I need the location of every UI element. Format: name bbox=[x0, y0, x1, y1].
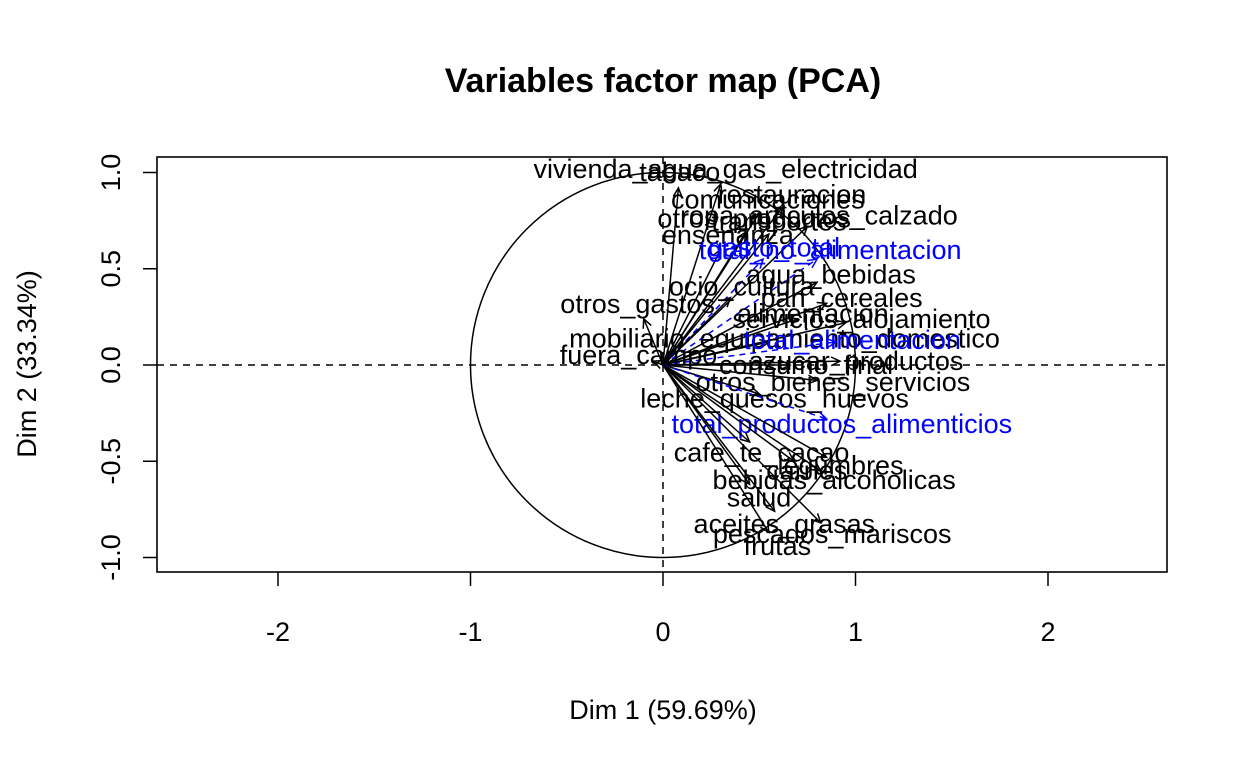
variable-arrow bbox=[662, 341, 770, 366]
variable-label: servicios_alojamiento bbox=[732, 304, 990, 334]
variable-arrowhead bbox=[807, 258, 819, 269]
variable-label: bebidas_alcoholicas bbox=[713, 465, 956, 495]
variable-label: otros_productos bbox=[657, 204, 851, 234]
x-tick-label: -2 bbox=[266, 617, 290, 647]
variable-arrowhead bbox=[787, 316, 800, 327]
variable-arrowhead bbox=[759, 522, 770, 534]
x-tick-label: 0 bbox=[655, 617, 670, 647]
variable-label: aceites_grasas bbox=[694, 509, 876, 539]
y-axis-label: Dim 2 (33.34%) bbox=[12, 270, 42, 458]
variable-arrow bbox=[662, 302, 827, 366]
variable-arrowhead bbox=[780, 359, 792, 371]
variable-label: ropa_articulos_calzado bbox=[680, 200, 958, 230]
variable-label: restauracion bbox=[718, 179, 867, 209]
y-tick-label: -1.0 bbox=[96, 534, 126, 581]
variable-arrow bbox=[662, 364, 818, 382]
variable-arrow bbox=[662, 364, 776, 512]
variable-arrow bbox=[662, 249, 722, 366]
variable-arrow bbox=[643, 318, 664, 366]
variable-label: pan_cereales bbox=[761, 283, 923, 313]
plot-area: -2 -1 0 1 2 -1.0 -0.5 0.0 0.5 1.0 vivienda_agua_ga… bbox=[96, 154, 1168, 647]
variable-arrowhead bbox=[797, 225, 809, 237]
variable-label: gasto_total bbox=[708, 232, 840, 262]
variable-label: otros_gastos bbox=[560, 289, 715, 319]
y-tick-label: 0.0 bbox=[96, 346, 126, 384]
variable-arrowhead bbox=[759, 232, 770, 245]
variable-arrowhead bbox=[749, 386, 761, 397]
variable-arrowhead bbox=[811, 513, 823, 525]
variable-arrowhead bbox=[783, 452, 796, 463]
variable-arrow bbox=[662, 187, 680, 366]
variable-arrowhead bbox=[807, 374, 819, 385]
variable-arrowhead bbox=[816, 301, 829, 312]
variable-label: pescados_mariscos bbox=[713, 519, 952, 549]
variable-arrow bbox=[662, 206, 783, 366]
variable-arrow bbox=[662, 364, 822, 524]
variable-arrow bbox=[662, 258, 818, 366]
variable-arrow bbox=[662, 233, 770, 366]
variable-arrowhead bbox=[651, 359, 664, 370]
variable-label: ensenanza bbox=[662, 220, 795, 250]
variable-arrow bbox=[662, 364, 827, 420]
variable-arrowhead bbox=[750, 211, 761, 223]
variable-arrow bbox=[662, 364, 770, 533]
variable-arrow bbox=[662, 364, 795, 462]
variable-label: consumo_final bbox=[719, 350, 893, 380]
variable-arrow bbox=[662, 341, 837, 366]
variable-label: alimentacion bbox=[737, 299, 889, 329]
variable-arrow bbox=[662, 364, 751, 443]
variable-arrowhead bbox=[835, 319, 848, 330]
y-tick-label: 1.0 bbox=[96, 154, 126, 192]
variable-label: transportes bbox=[711, 207, 846, 237]
variable-arrowhead bbox=[739, 432, 751, 444]
variable-arrow bbox=[662, 281, 818, 366]
variable-label: salud bbox=[727, 482, 792, 512]
variable-label: comunicaciones bbox=[671, 184, 865, 214]
y-tick-label: -0.5 bbox=[96, 438, 126, 485]
correlation-circle bbox=[469, 171, 857, 559]
variable-label: azucar_productos bbox=[749, 346, 964, 376]
variable-arrowhead bbox=[773, 205, 784, 218]
variable-label: vivienda_agua_gas_electricidad bbox=[533, 154, 917, 184]
variable-label: agua_bebidas bbox=[746, 260, 916, 290]
variable-label: total_no_alimentacion bbox=[699, 235, 962, 265]
variable-arrowhead bbox=[816, 411, 829, 421]
x-axis-label: Dim 1 (59.69%) bbox=[569, 695, 757, 725]
variable-label: frutas bbox=[744, 531, 812, 561]
variable-arrow bbox=[653, 360, 664, 366]
variable-arrow bbox=[662, 318, 798, 366]
variable-arrowhead bbox=[713, 182, 723, 195]
x-tick-label: 1 bbox=[848, 617, 863, 647]
variable-arrowhead bbox=[736, 230, 747, 243]
variable-arrowhead bbox=[806, 281, 819, 291]
y-tick-label: 0.5 bbox=[96, 250, 126, 288]
variable-arrowhead bbox=[753, 257, 765, 269]
variable-arrowhead bbox=[816, 448, 829, 459]
variable-arrow bbox=[662, 364, 822, 472]
variable-arrowhead bbox=[712, 247, 722, 260]
variable-arrowhead bbox=[810, 461, 823, 472]
x-tick-label: 2 bbox=[1040, 617, 1055, 647]
variable-arrowhead bbox=[830, 356, 842, 367]
variable-arrowhead bbox=[720, 296, 732, 308]
variable-arrowhead bbox=[672, 186, 683, 198]
variable-arrow bbox=[662, 297, 731, 366]
variable-arrow bbox=[662, 231, 747, 366]
variable-arrow bbox=[662, 364, 827, 459]
x-tick-label: -1 bbox=[458, 617, 482, 647]
variable-arrow bbox=[662, 183, 722, 366]
variable-label: ocio_cultura bbox=[669, 271, 816, 301]
variable-arrowhead bbox=[826, 338, 838, 349]
variable-arrowhead bbox=[765, 501, 776, 513]
variable-label: tabaco bbox=[639, 157, 720, 187]
variable-arrowhead bbox=[758, 338, 771, 349]
chart-title: Variables factor map (PCA) bbox=[445, 62, 881, 100]
variable-label: total_alimentacion bbox=[743, 325, 961, 355]
variable-arrowhead bbox=[642, 317, 652, 329]
variable-label: otros_bienes_servicios bbox=[696, 367, 971, 397]
